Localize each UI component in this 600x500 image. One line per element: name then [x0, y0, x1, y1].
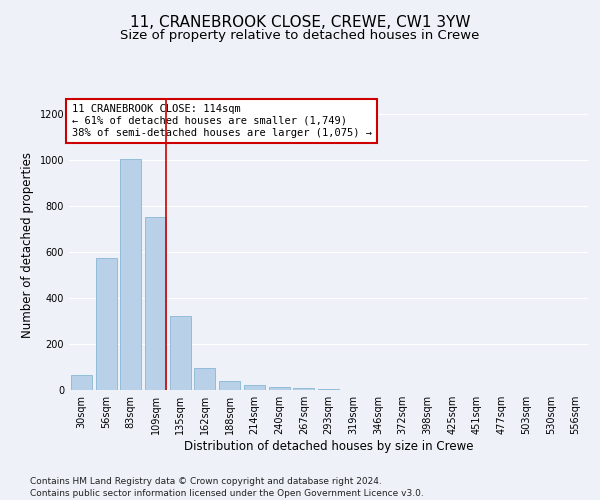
Bar [244, 385, 265, 390]
Bar [95, 258, 116, 390]
Bar [194, 368, 215, 390]
Bar [71, 375, 92, 390]
Text: 11, CRANEBROOK CLOSE, CREWE, CW1 3YW: 11, CRANEBROOK CLOSE, CREWE, CW1 3YW [130, 15, 470, 30]
Bar [293, 388, 314, 390]
Bar [269, 387, 290, 390]
Bar [170, 316, 191, 390]
Text: Contains public sector information licensed under the Open Government Licence v3: Contains public sector information licen… [30, 489, 424, 498]
Text: 11 CRANEBROOK CLOSE: 114sqm
← 61% of detached houses are smaller (1,749)
38% of : 11 CRANEBROOK CLOSE: 114sqm ← 61% of det… [71, 104, 371, 138]
Text: Size of property relative to detached houses in Crewe: Size of property relative to detached ho… [121, 29, 479, 42]
Bar [219, 381, 240, 390]
Bar [318, 389, 339, 390]
X-axis label: Distribution of detached houses by size in Crewe: Distribution of detached houses by size … [184, 440, 473, 453]
Y-axis label: Number of detached properties: Number of detached properties [21, 152, 34, 338]
Bar [120, 158, 141, 390]
Text: Contains HM Land Registry data © Crown copyright and database right 2024.: Contains HM Land Registry data © Crown c… [30, 478, 382, 486]
Bar [145, 218, 166, 390]
